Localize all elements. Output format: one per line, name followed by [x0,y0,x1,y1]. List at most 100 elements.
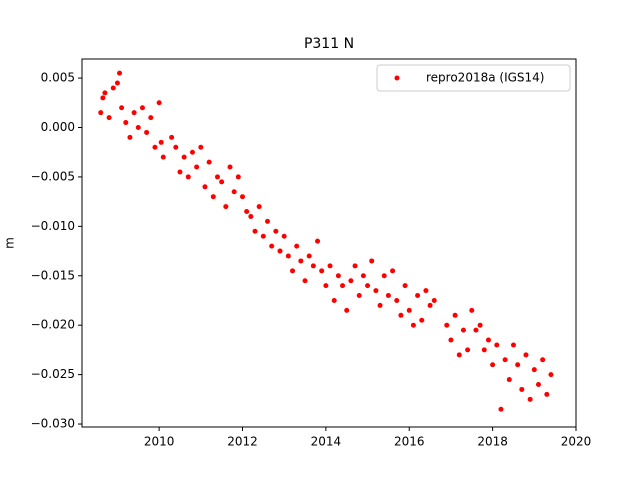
point [506,377,512,383]
point [356,293,362,299]
point [281,233,287,239]
point [369,258,375,264]
point [185,174,191,180]
point [327,263,333,269]
point [231,189,237,195]
point [285,253,291,259]
point [239,194,245,200]
point [123,120,129,126]
point [248,213,254,219]
point [460,327,466,333]
legend-label: repro2018a (IGS14) [426,71,544,85]
point [319,268,325,274]
point [306,253,312,259]
point [273,228,279,234]
point [156,100,162,106]
point [290,268,296,274]
point [410,322,416,328]
point [269,243,275,249]
point [398,312,404,318]
y-axis-label: m [3,237,17,249]
y-tick-label: 0.005 [41,71,75,85]
point [315,238,321,244]
point [502,357,508,363]
y-tick-label: −0.005 [31,169,75,183]
point [431,297,437,303]
point [365,283,371,289]
point [323,283,329,289]
point [535,381,541,387]
point [302,278,308,284]
point [252,228,258,234]
point [127,134,133,140]
point [310,263,316,269]
point [102,90,108,96]
point [477,322,483,328]
point [117,70,123,76]
point [98,110,104,116]
point [540,357,546,363]
point [227,164,233,170]
point [160,154,166,160]
point [406,307,412,313]
point [177,169,183,175]
point [294,243,300,249]
point [519,386,525,392]
point [158,139,164,145]
point [256,204,262,210]
point [352,263,358,269]
point [523,352,529,358]
point [510,342,516,348]
plot-frame [81,58,577,428]
point [335,273,341,279]
chart-title: P311 N [304,36,354,52]
point [427,302,433,308]
x-tick-label: 2012 [227,435,258,449]
point [260,233,266,239]
point [544,391,550,397]
point [469,307,475,313]
point [419,317,425,323]
point [360,273,366,279]
point [444,322,450,328]
point [169,134,175,140]
point [527,396,533,402]
point [381,273,387,279]
point [531,367,537,373]
y-tick-label: −0.025 [31,367,75,381]
point [244,209,250,215]
y-tick-label: −0.030 [31,417,75,431]
point [423,288,429,294]
point [110,85,116,91]
point [452,312,458,318]
point [223,204,229,210]
point [494,342,500,348]
point [219,179,225,185]
x-tick-label: 2016 [394,435,425,449]
legend-box [376,64,571,92]
point [206,159,212,165]
point [390,268,396,274]
y-tick-label: 0.000 [41,120,75,134]
point [214,174,220,180]
point [194,164,200,170]
point [331,297,337,303]
point [394,297,400,303]
point [385,293,391,299]
point [131,110,137,116]
point [181,154,187,160]
point [340,283,346,289]
point [144,129,150,135]
point [548,372,554,378]
x-tick-label: 2010 [144,435,175,449]
point [377,302,383,308]
point [415,293,421,299]
point [189,149,195,155]
point [152,144,158,150]
x-tick-label: 2020 [561,435,592,449]
point [265,218,271,224]
point [456,352,462,358]
point [148,115,154,121]
y-tick-label: −0.020 [31,318,75,332]
point [481,347,487,353]
